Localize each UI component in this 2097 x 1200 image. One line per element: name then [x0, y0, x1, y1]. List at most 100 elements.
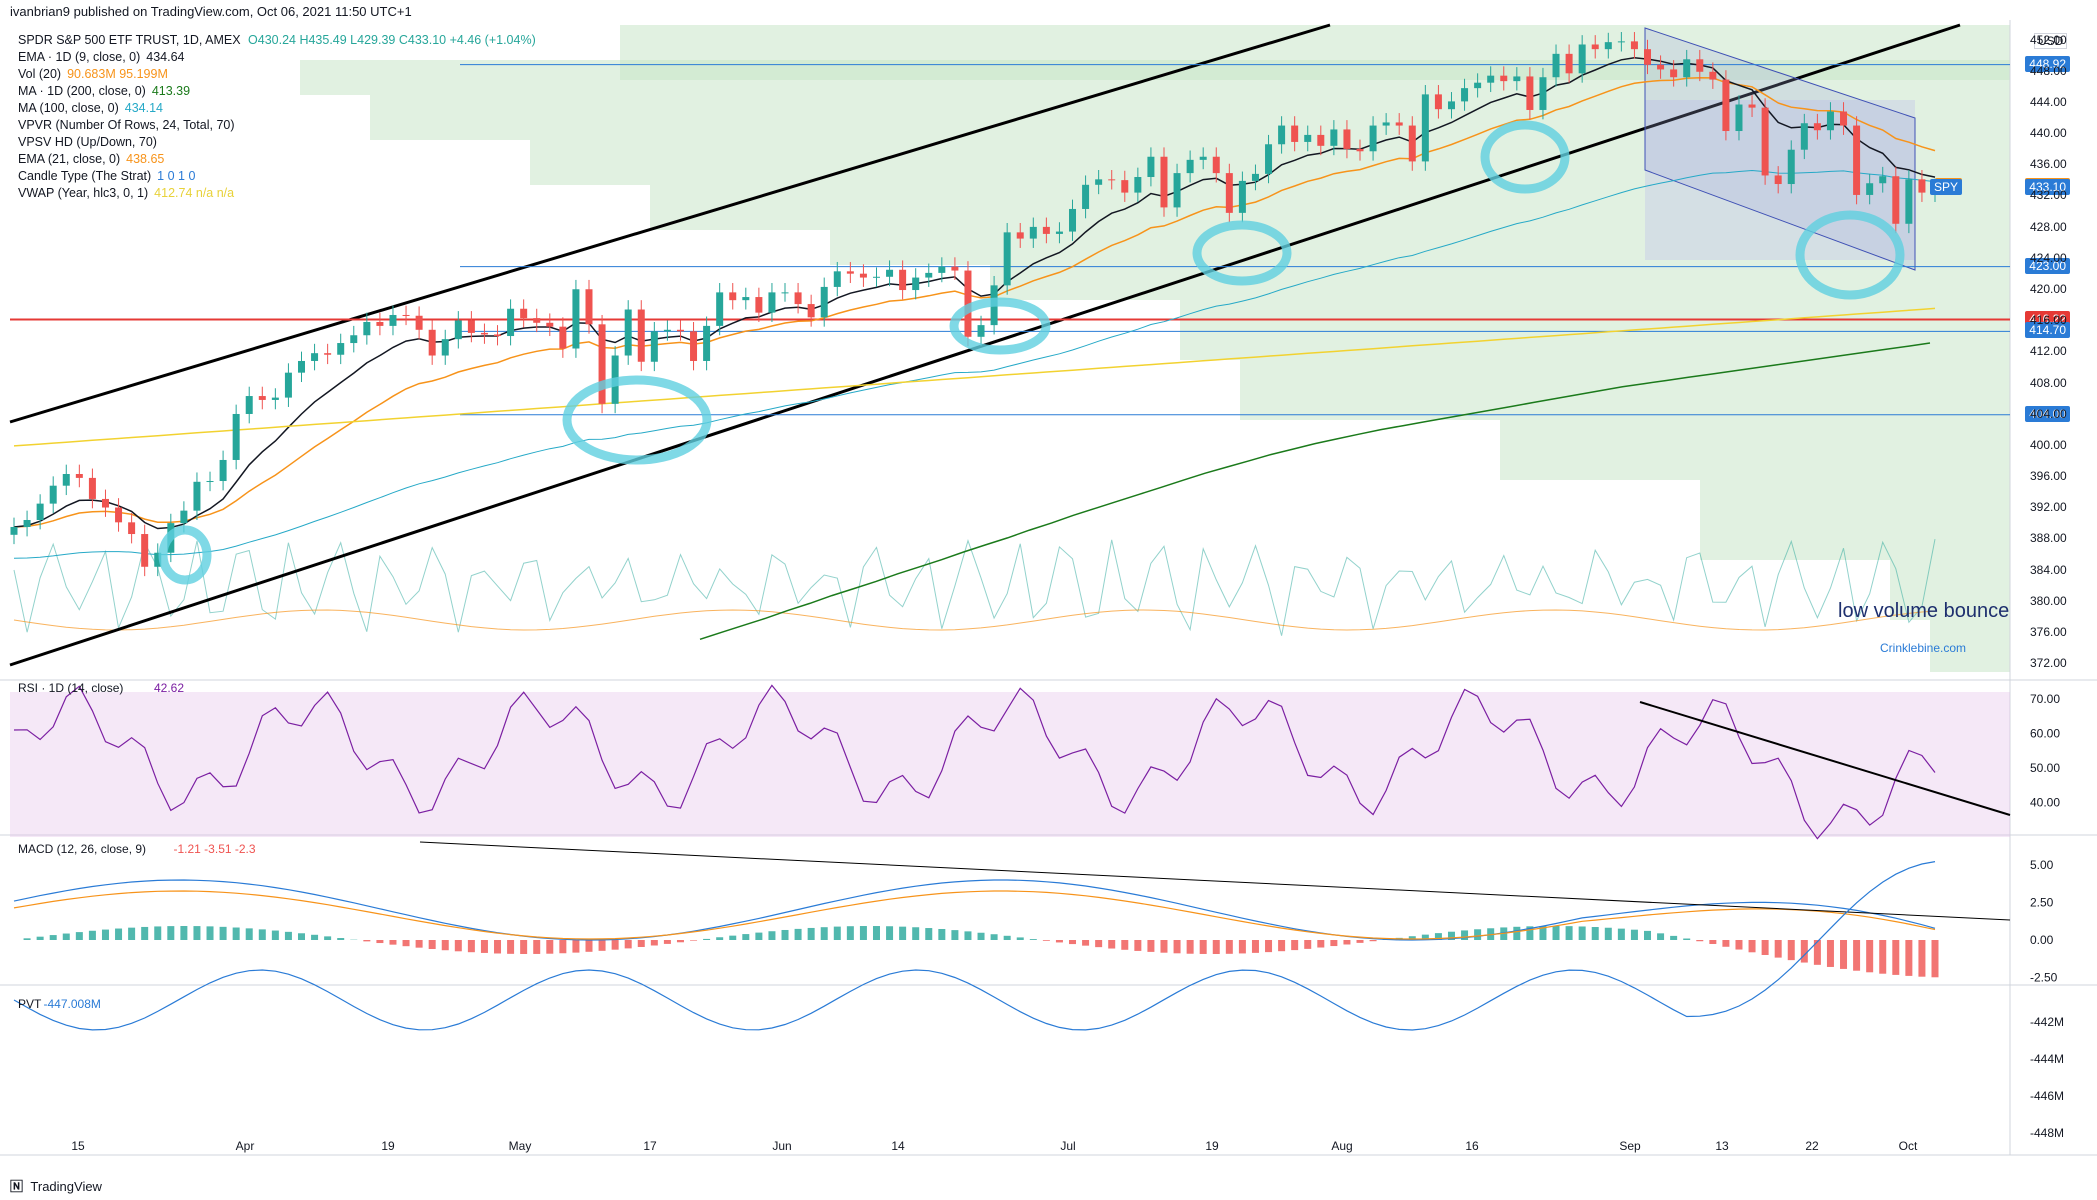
symbol-name: SPDR S&P 500 ETF TRUST, 1D, AMEX	[18, 33, 241, 47]
indicator-panes	[10, 684, 2011, 1031]
macd-histogram-bar	[402, 940, 410, 947]
legend-row[interactable]: VWAP (Year, hlc3, 0, 1) 412.74 n/a n/a	[18, 186, 234, 200]
macd-histogram-bar	[938, 928, 946, 940]
candle-body	[598, 324, 606, 404]
horizontal-levels	[10, 64, 2010, 416]
macd-line	[13, 879, 1936, 941]
macd-histogram-bar	[1029, 939, 1037, 940]
ema9-line	[13, 56, 1936, 530]
tv-logo-icon: 🄽	[10, 1179, 24, 1194]
macd-histogram-bar	[23, 938, 31, 940]
candle-body	[1565, 53, 1573, 74]
price-label: 423.00	[2025, 257, 2070, 274]
y-tick-label: 404.00	[2030, 406, 2067, 421]
legend-row[interactable]: EMA · 1D (9, close, 0) 434.64	[18, 50, 185, 64]
legend-row[interactable]: Vol (20) 90.683M 95.199M	[18, 67, 168, 81]
candle-body	[742, 297, 750, 301]
candle-body	[755, 297, 763, 313]
macd-histogram-bar	[1683, 938, 1691, 940]
macd-histogram-bar	[1644, 930, 1652, 940]
candle-body	[716, 292, 724, 326]
macd-histogram-bar	[324, 936, 332, 940]
macd-histogram-bar	[101, 929, 109, 940]
volume-overlay	[13, 539, 1936, 636]
macd-histogram-bar	[1408, 936, 1416, 940]
x-tick-label: Jun	[772, 1139, 791, 1153]
candle-body	[1539, 77, 1547, 110]
macd-histogram-bar	[376, 940, 384, 944]
macd-histogram-bar	[742, 934, 750, 940]
y-tick-label: 440.00	[2030, 126, 2067, 141]
candle-body	[1082, 184, 1090, 209]
candle-body	[559, 326, 567, 349]
volume-profile-row	[1240, 360, 2010, 420]
y-tick-label: 372.00	[2030, 656, 2067, 671]
candle-body	[1134, 177, 1142, 193]
y-tick-label: 384.00	[2030, 562, 2067, 577]
macd-histogram-bar	[794, 928, 802, 940]
macd-histogram-bar	[284, 931, 292, 940]
candle-body	[507, 308, 515, 337]
y-tick-label: 420.00	[2030, 282, 2067, 297]
candle-body	[1500, 75, 1508, 82]
legend-row[interactable]: VPVR (Number Of Rows, 24, Total, 70)	[18, 118, 241, 132]
macd-histogram-bar	[1826, 940, 1834, 967]
candle-body	[23, 519, 31, 528]
legend-row[interactable]: Candle Type (The Strat) 1 0 1 0	[18, 169, 195, 183]
legend-row[interactable]: VPSV HD (Up/Down, 70)	[18, 135, 163, 149]
candle-body	[75, 474, 83, 478]
macd-histogram-bar	[193, 926, 201, 940]
macd-histogram-bar	[1108, 940, 1116, 949]
macd-tick: 0.00	[2030, 933, 2054, 947]
macd-histogram-bar	[572, 940, 580, 953]
legend-row[interactable]: EMA (21, close, 0) 438.65	[18, 152, 164, 166]
candle-body	[572, 289, 580, 349]
candle-body	[1840, 111, 1848, 126]
macd-histogram-bar	[977, 932, 985, 940]
candle-body	[49, 485, 57, 504]
macd-histogram-bar	[1461, 930, 1469, 940]
candle-body	[297, 360, 305, 373]
candle-body	[36, 503, 44, 520]
macd-histogram-bar	[546, 940, 554, 954]
macd-histogram-bar	[258, 929, 266, 940]
legend-row[interactable]: MA · 1D (200, close, 0) 413.39	[18, 84, 190, 98]
macd-histogram-bar	[88, 930, 96, 940]
macd-histogram-bar	[1761, 940, 1769, 955]
y-tick-label: 412.00	[2030, 344, 2067, 359]
macd-tick: 2.50	[2030, 896, 2054, 910]
candle-body	[1225, 173, 1233, 213]
macd-histogram-bar	[49, 935, 57, 940]
annotation-circle	[158, 525, 212, 585]
candle-body	[1813, 123, 1821, 131]
macd-histogram-bar	[1055, 940, 1063, 943]
macd-histogram-bar	[1840, 940, 1848, 969]
x-tick-label: 19	[1205, 1139, 1219, 1153]
candle-body	[1330, 129, 1338, 146]
candle-body	[872, 276, 880, 278]
volume-ma-line	[13, 609, 1936, 631]
candle-body	[859, 273, 867, 278]
legend-row[interactable]: MA (100, close, 0) 434.14	[18, 101, 163, 115]
candle-body	[101, 498, 109, 508]
currency-label[interactable]: USD	[2034, 33, 2068, 49]
macd-histogram-bar	[1042, 940, 1050, 941]
ema21-line	[13, 76, 1936, 528]
macd-histogram-bar	[1082, 940, 1090, 946]
candle-body	[206, 481, 214, 483]
macd-histogram-bar	[833, 926, 841, 940]
macd-trendline	[419, 841, 2011, 921]
legend-value: 90.683M 95.199M	[67, 67, 168, 81]
legend-value: 413.39	[151, 84, 191, 98]
candle-body	[1291, 125, 1299, 142]
macd-histogram-bar	[1121, 940, 1129, 950]
candle-body	[1173, 173, 1181, 208]
candle-body	[311, 353, 319, 361]
macd-histogram-bar	[1866, 940, 1874, 973]
macd-histogram-bar	[768, 931, 776, 940]
vwap-line	[13, 307, 1936, 447]
rsi-trendline	[1639, 701, 2011, 816]
macd-histogram-bar	[219, 926, 227, 940]
candle-body	[219, 459, 227, 482]
